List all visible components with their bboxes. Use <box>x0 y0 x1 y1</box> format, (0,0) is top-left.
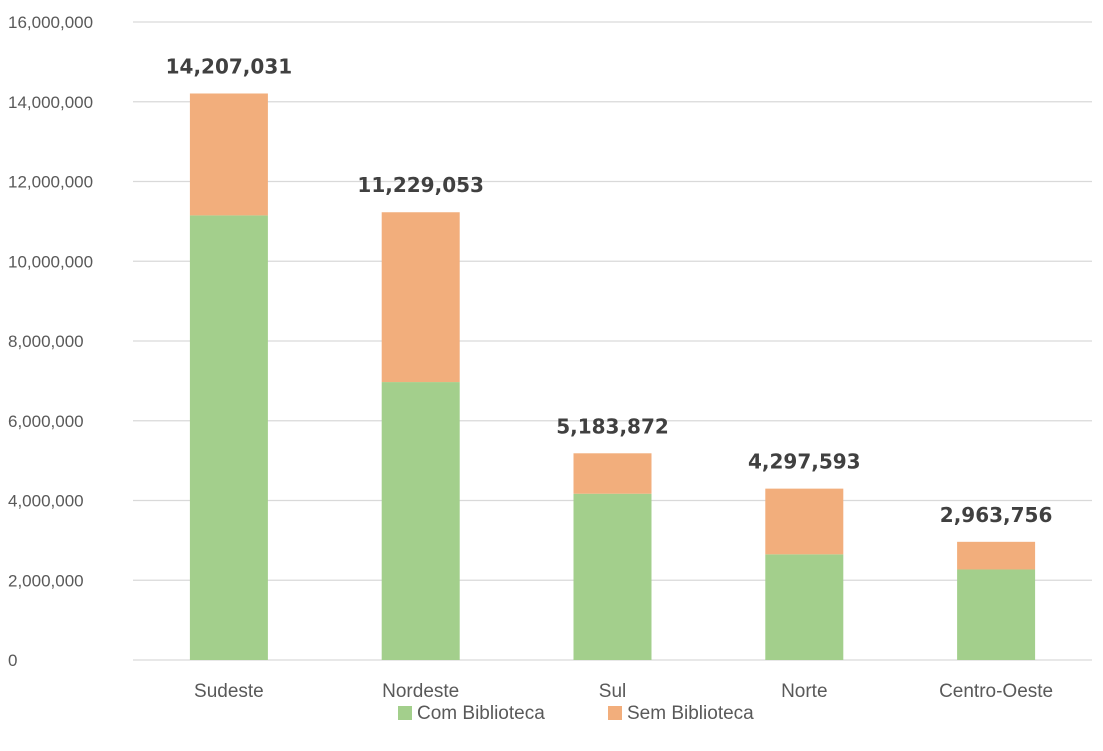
total-data-label: 5,183,872 <box>556 414 669 438</box>
gridlines <box>133 21 1092 661</box>
bar-segment-sem-biblioteca <box>573 453 652 494</box>
bar-segment-sem-biblioteca <box>381 212 460 383</box>
bar-segment-sem-biblioteca <box>765 488 844 555</box>
y-tick-label: 8,000,000 <box>8 332 84 351</box>
y-tick-label: 12,000,000 <box>8 173 93 192</box>
total-labels: 14,207,031 11,229,053 5,183,872 4,297,593 2,… <box>166 54 1053 526</box>
y-tick-label: 6,000,000 <box>8 412 84 431</box>
bar-segment-sem-biblioteca <box>957 541 1036 570</box>
x-tick-label: Sudeste <box>194 681 264 702</box>
x-tick-label: Centro-Oeste <box>939 681 1053 702</box>
legend: Com Biblioteca Sem Biblioteca <box>398 703 754 724</box>
bar-segment-sem-biblioteca <box>189 93 268 216</box>
x-tick-label: Norte <box>781 681 827 702</box>
legend-swatch <box>608 706 622 720</box>
y-tick-label: 10,000,000 <box>8 252 93 271</box>
bar-segment-com-biblioteca <box>573 493 652 660</box>
y-tick-label: 0 <box>8 651 17 670</box>
bar-segment-com-biblioteca <box>189 215 268 661</box>
x-tick-label: Sul <box>599 681 626 702</box>
legend-label: Com Biblioteca <box>417 703 545 724</box>
y-tick-label: 4,000,000 <box>8 492 84 511</box>
y-axis: 0 2,000,000 4,000,000 6,000,000 8,000,000 10,… <box>8 13 93 670</box>
bar-segment-com-biblioteca <box>957 569 1036 660</box>
total-data-label: 2,963,756 <box>940 503 1053 527</box>
total-data-label: 11,229,053 <box>357 173 484 197</box>
total-data-label: 4,297,593 <box>748 450 861 474</box>
x-axis: Sudeste Nordeste Sul Norte Centro-Oeste <box>194 681 1053 702</box>
total-data-label: 14,207,031 <box>166 54 293 78</box>
x-tick-label: Nordeste <box>382 681 459 702</box>
bar-segment-com-biblioteca <box>765 554 844 660</box>
legend-swatch <box>398 706 412 720</box>
y-tick-label: 16,000,000 <box>8 13 93 32</box>
legend-label: Sem Biblioteca <box>627 703 754 724</box>
bar-segment-com-biblioteca <box>381 382 460 660</box>
bars <box>189 93 1036 661</box>
y-tick-label: 14,000,000 <box>8 93 93 112</box>
y-tick-label: 2,000,000 <box>8 571 84 590</box>
